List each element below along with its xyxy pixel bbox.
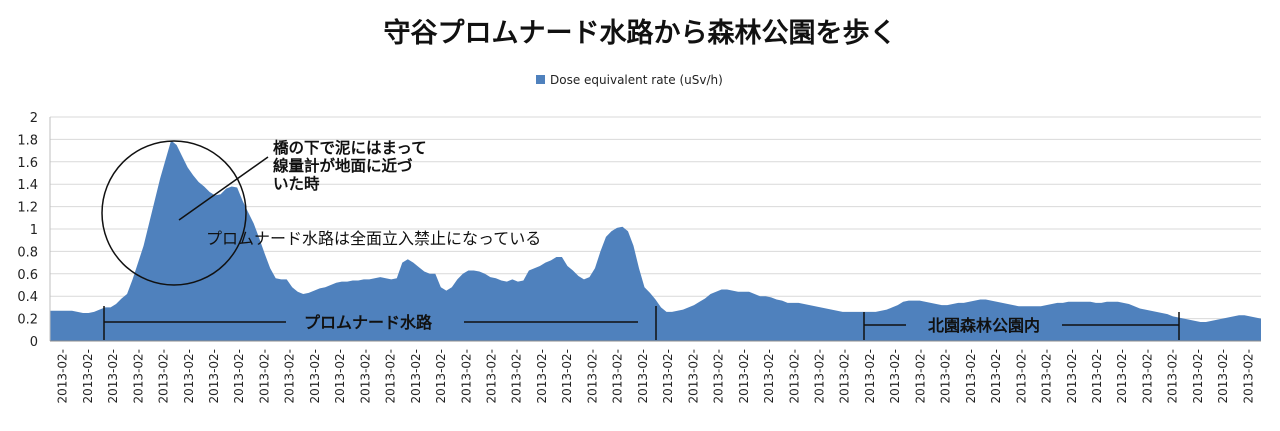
circle-annotation-line-2: 線量計が地面に近づ	[273, 156, 413, 175]
annotation-pointer-line	[178, 156, 269, 221]
x-tick-label: 2013-02-	[787, 349, 801, 403]
y-tick-label: 1.4	[17, 178, 38, 193]
x-tick-label: 2013-02-	[611, 349, 625, 403]
y-tick-label: 0.6	[17, 268, 38, 283]
x-tick-label: 2013-02-	[686, 349, 700, 403]
annotation-circle	[101, 140, 247, 286]
x-tick-label: 2013-02-	[1241, 349, 1255, 403]
x-tick-label: 2013-02-	[157, 349, 171, 403]
x-tick-label: 2013-02-	[812, 349, 826, 403]
closure-annotation-text: プロムナード水路は全面立入禁止になっている	[206, 229, 541, 248]
y-tick-label: 1.6	[17, 156, 38, 171]
x-tick-label: 2013-02-	[712, 349, 726, 403]
x-tick-label: 2013-02-	[257, 349, 271, 403]
y-tick-label: 0.2	[17, 313, 38, 328]
section-2-label: 北園森林公園内	[928, 316, 1040, 335]
x-tick-label: 2013-02-	[1216, 349, 1230, 403]
x-tick-label: 2013-02-	[1065, 349, 1079, 403]
x-tick-label: 2013-02-	[283, 349, 297, 403]
y-tick-label: 1.2	[17, 201, 38, 216]
x-tick-label: 2013-02-	[838, 349, 852, 403]
y-axis-labels: 0 0.2 0.4 0.6 0.8 1 1.2 1.4 1.6 1.8 2	[17, 111, 38, 350]
x-tick-label: 2013-02-	[1166, 349, 1180, 403]
x-tick-label: 2013-02-	[485, 349, 499, 403]
area-series-dose-rate	[50, 140, 1261, 341]
x-tick-label: 2013-02-	[434, 349, 448, 403]
axes	[49, 117, 1261, 342]
y-tick-label: 2	[30, 111, 38, 126]
x-tick-label: 2013-02-	[964, 349, 978, 403]
y-tick-label: 1	[30, 223, 38, 238]
x-tick-label: 2013-02-	[560, 349, 574, 403]
x-tick-label: 2013-02-	[863, 349, 877, 403]
legend-label: Dose equivalent rate (uSv/h)	[550, 73, 723, 87]
x-tick-label: 2013-02-	[232, 349, 246, 403]
section-1-label: プロムナード水路	[304, 313, 433, 332]
y-tick-label: 0	[30, 335, 38, 350]
chart-title: 守谷プロムナード水路から森林公園を歩く	[384, 17, 897, 49]
x-tick-label: 2013-02-	[308, 349, 322, 403]
annotations: 橋の下で泥にはまって 線量計が地面に近づ いた時 プロムナード水路は全面立入禁止…	[101, 138, 1180, 340]
series-area	[50, 140, 1261, 341]
x-tick-label: 2013-02-	[888, 349, 902, 403]
x-tick-label: 2013-02-	[358, 349, 372, 403]
x-tick-label: 2013-02-	[1090, 349, 1104, 403]
x-tick-label: 2013-02-	[939, 349, 953, 403]
x-tick-label: 2013-02-	[1014, 349, 1028, 403]
x-tick-label: 2013-02-	[989, 349, 1003, 403]
x-tick-label: 2013-02-	[56, 349, 70, 403]
x-tick-label: 2013-02-	[762, 349, 776, 403]
x-tick-label: 2013-02-	[1115, 349, 1129, 403]
x-tick-label: 2013-02-	[81, 349, 95, 403]
x-tick-label: 2013-02-	[661, 349, 675, 403]
x-tick-label: 2013-02-	[510, 349, 524, 403]
x-tick-label: 2013-02-	[636, 349, 650, 403]
x-tick-label: 2013-02-	[1140, 349, 1154, 403]
x-tick-label: 2013-02-	[207, 349, 221, 403]
x-tick-label: 2013-02-	[106, 349, 120, 403]
x-tick-label: 2013-02-	[459, 349, 473, 403]
x-tick-label: 2013-02-	[384, 349, 398, 403]
circle-annotation-line-3: いた時	[273, 174, 320, 193]
x-tick-label: 2013-02-	[1040, 349, 1054, 403]
x-tick-label: 2013-02-	[535, 349, 549, 403]
x-tick-label: 2013-02-	[131, 349, 145, 403]
y-tick-label: 0.8	[17, 245, 38, 260]
legend-swatch	[536, 75, 545, 84]
y-tick-label: 0.4	[17, 290, 38, 305]
x-tick-label: 2013-02-	[1191, 349, 1205, 403]
x-tick-label: 2013-02-	[585, 349, 599, 403]
circle-annotation-line-1: 橋の下で泥にはまって	[273, 138, 427, 157]
x-tick-label: 2013-02-	[333, 349, 347, 403]
circle-annotation-text: 橋の下で泥にはまって 線量計が地面に近づ いた時	[273, 138, 432, 193]
x-axis-labels: 2013-02- 2013-02- 2013-02- 2013-02- 2013-02-…	[56, 349, 1256, 403]
x-tick-label: 2013-02-	[913, 349, 927, 403]
x-tick-label: 2013-02-	[182, 349, 196, 403]
y-tick-label: 1.8	[17, 133, 38, 148]
x-tick-label: 2013-02-	[737, 349, 751, 403]
x-tick-label: 2013-02-	[409, 349, 423, 403]
